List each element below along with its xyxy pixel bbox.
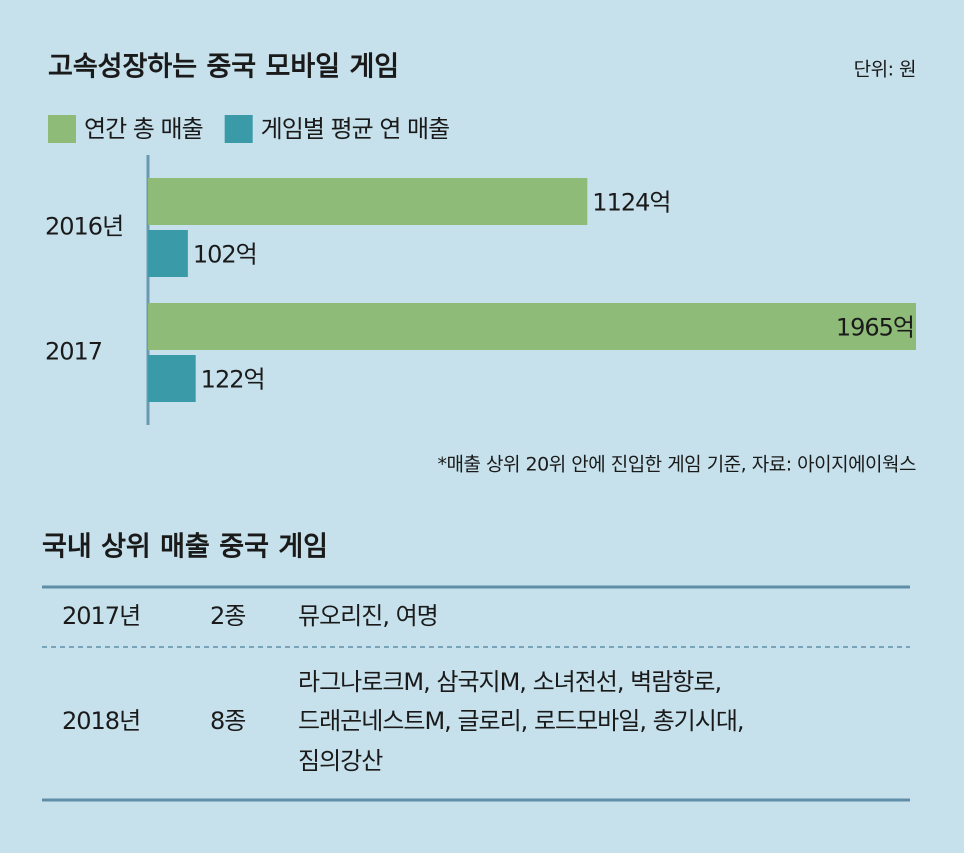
table-cell: 2017년 — [62, 602, 140, 630]
table-cell: 2종 — [210, 602, 245, 630]
table-title: 국내 상위 매출 중국 게임 — [42, 532, 328, 563]
category-label: 2017 — [45, 338, 102, 366]
bar — [148, 355, 196, 402]
value-label: 1965억 — [836, 314, 914, 342]
chart-title: 고속성장하는 중국 모바일 게임 — [48, 52, 399, 83]
bar — [148, 178, 588, 225]
legend-label: 게임별 평균 연 매출 — [261, 115, 450, 143]
footnote: *매출 상위 20위 안에 진입한 게임 기준, 자료: 아이지에이웍스 — [438, 454, 916, 476]
value-label: 1124억 — [592, 189, 670, 217]
bar — [148, 230, 188, 277]
bar — [148, 303, 916, 350]
value-label: 102억 — [193, 241, 257, 269]
legend-swatch — [224, 115, 253, 143]
table-cell: 2018년 — [62, 707, 140, 735]
table-cell: 8종 — [210, 707, 245, 735]
legend-swatch — [48, 115, 76, 143]
legend-label: 연간 총 매출 — [84, 115, 203, 143]
value-label: 122억 — [201, 366, 265, 394]
unit-note: 단위: 원 — [854, 59, 916, 81]
table-cell: 짐의강산 — [298, 747, 383, 775]
table-cell: 라그나로크M, 삼국지M, 소녀전선, 벽람항로, — [298, 668, 721, 696]
category-label: 2016년 — [45, 213, 123, 241]
table-cell: 드래곤네스트M, 글로리, 로드모바일, 총기시대, — [298, 707, 744, 735]
table-cell: 뮤오리진, 여명 — [298, 602, 438, 630]
